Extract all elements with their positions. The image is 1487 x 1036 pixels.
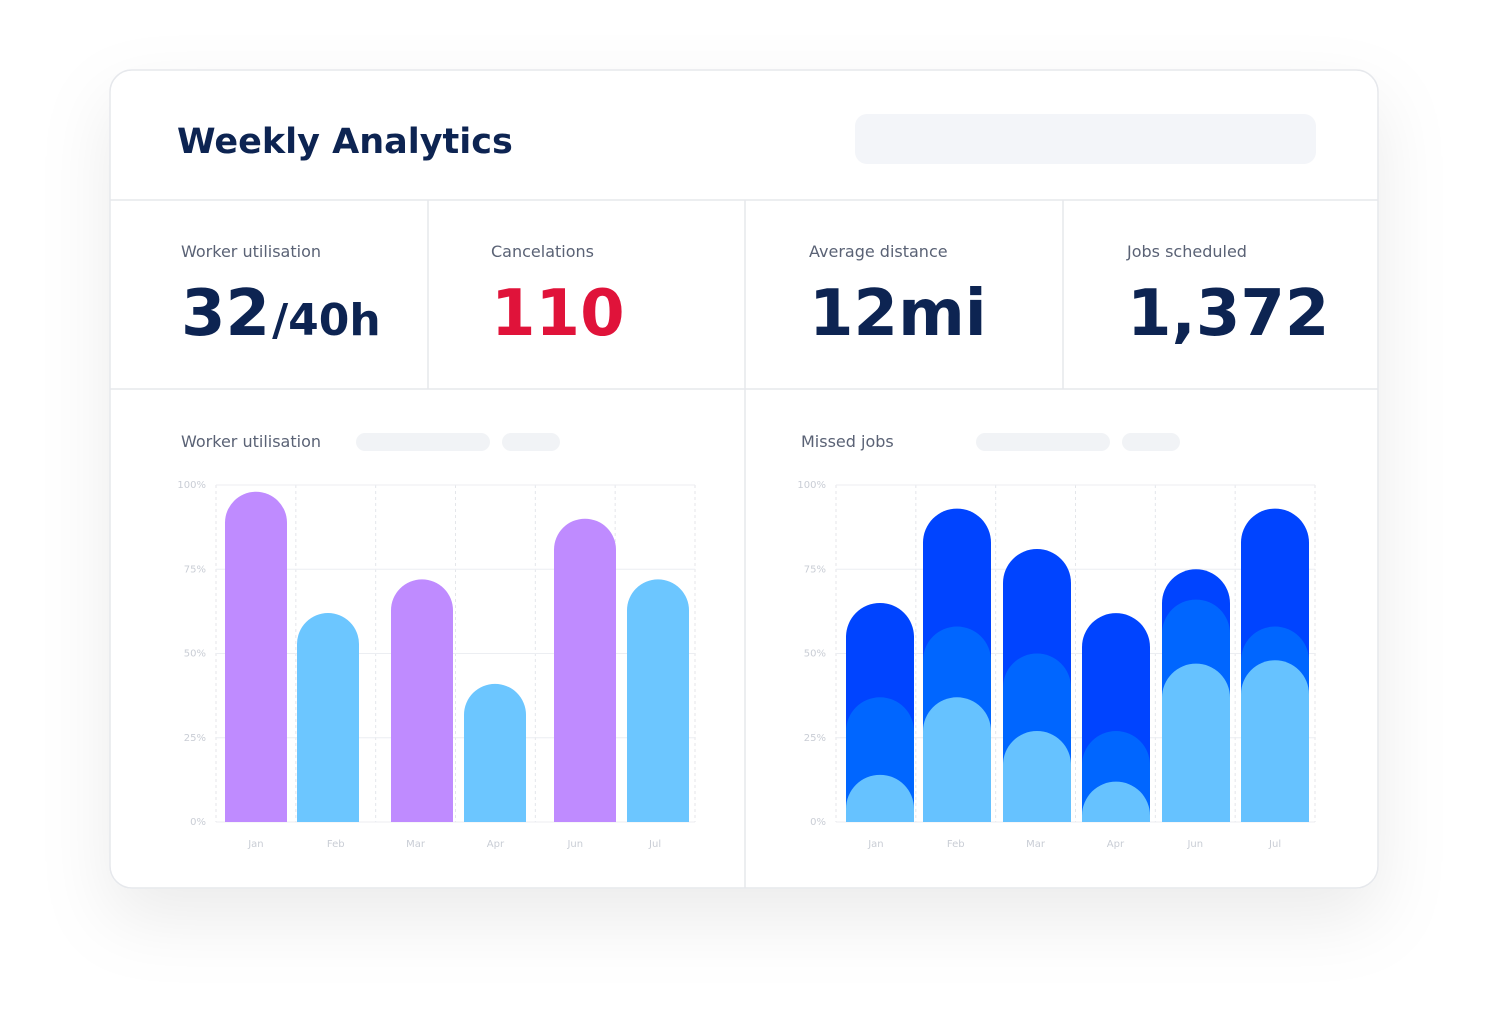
bar-segment (1241, 660, 1309, 822)
filter-placeholder[interactable] (356, 433, 490, 451)
y-tick-label: 100% (797, 480, 826, 491)
x-tick-label: Mar (406, 839, 426, 850)
kpi-value: 12mi (809, 277, 987, 351)
y-tick-label: 50% (184, 649, 206, 660)
x-tick-label: Jan (247, 839, 263, 850)
bar-segment (846, 774, 914, 822)
kpi-value: 110 (491, 277, 625, 351)
y-tick-label: 0% (810, 817, 826, 828)
bar (297, 613, 359, 822)
y-tick-label: 25% (184, 733, 206, 744)
bar (464, 683, 526, 822)
kpi-number: 32 (181, 277, 270, 351)
x-tick-label: Jul (648, 839, 661, 850)
y-tick-label: 75% (804, 564, 826, 575)
y-tick-label: 0% (190, 817, 206, 828)
kpi-value: 1,372 (1127, 277, 1329, 351)
x-tick-label: Apr (487, 839, 505, 850)
x-tick-label: Feb (947, 839, 965, 850)
kpi-label: Worker utilisation (181, 242, 321, 261)
bar (627, 579, 689, 822)
x-tick-label: Jul (1268, 839, 1281, 850)
chart-title: Worker utilisation (181, 432, 321, 451)
x-tick-label: Jan (867, 839, 883, 850)
search-placeholder[interactable] (855, 114, 1316, 164)
kpi-number: 12mi (809, 277, 987, 351)
filter-placeholder[interactable] (502, 433, 560, 451)
y-tick-label: 50% (804, 649, 826, 660)
bar (391, 579, 453, 822)
bar-segment (923, 697, 991, 822)
filter-placeholder[interactable] (976, 433, 1110, 451)
bar-segment (1003, 731, 1071, 822)
bar (554, 518, 616, 822)
kpi-label: Jobs scheduled (1126, 242, 1247, 261)
page-title: Weekly Analytics (177, 122, 513, 162)
x-tick-label: Mar (1026, 839, 1046, 850)
bar-segment (1162, 663, 1230, 822)
y-tick-label: 75% (184, 564, 206, 575)
kpi-value: 32/40h (181, 277, 381, 351)
bar (225, 491, 287, 822)
x-tick-label: Jun (566, 839, 583, 850)
y-tick-label: 25% (804, 733, 826, 744)
filter-placeholder[interactable] (1122, 433, 1180, 451)
kpi-label: Cancelations (491, 242, 594, 261)
kpi-number: 110 (491, 277, 625, 351)
kpi-number: 1,372 (1127, 277, 1329, 351)
kpi-unit: /40h (272, 295, 381, 346)
y-tick-label: 100% (177, 480, 206, 491)
x-tick-label: Feb (327, 839, 345, 850)
x-tick-label: Jun (1186, 839, 1203, 850)
kpi-label: Average distance (809, 242, 948, 261)
bar-segment (1082, 781, 1150, 822)
x-tick-label: Apr (1107, 839, 1125, 850)
chart-title: Missed jobs (801, 432, 894, 451)
